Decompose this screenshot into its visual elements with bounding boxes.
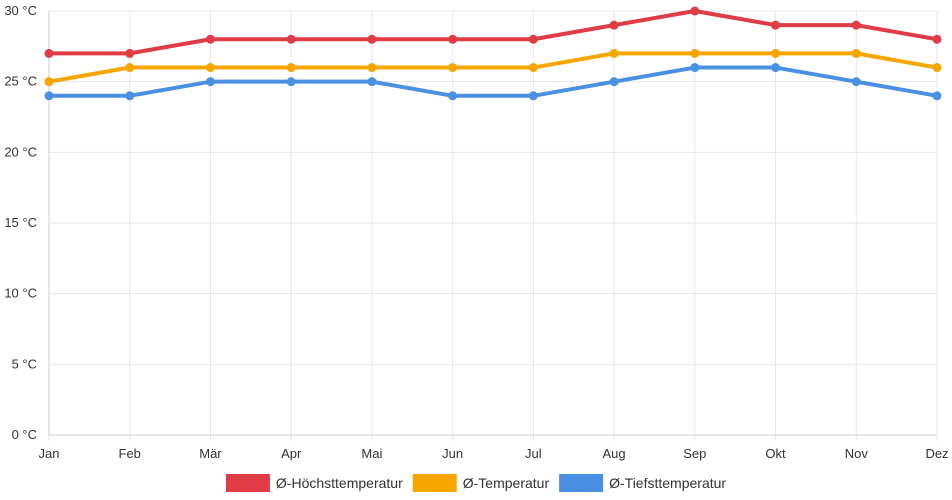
y-tick-label: 20 °C: [4, 144, 37, 159]
y-tick-label: 10 °C: [4, 286, 37, 301]
series-1: [44, 48, 942, 87]
data-point[interactable]: [690, 63, 700, 73]
legend-item[interactable]: Ø-Temperatur: [412, 474, 550, 492]
y-tick-label: 0 °C: [12, 427, 37, 442]
data-point[interactable]: [528, 63, 538, 73]
x-axis-ticks: Jan Feb Mär Apr Mai Jun Jul Aug Sep Okt Nov Dez: [39, 446, 949, 461]
data-point[interactable]: [609, 48, 619, 58]
series-line: [47, 9, 939, 56]
y-axis-ticks: 0 °C 5 °C 10 °C 15 °C 20 °C 25 °C 30 °C: [4, 3, 37, 442]
data-point[interactable]: [932, 63, 942, 73]
data-point[interactable]: [44, 48, 54, 58]
y-tick-label: 30 °C: [4, 3, 37, 18]
y-tick-label: 25 °C: [4, 74, 37, 89]
grid: [48, 10, 938, 441]
data-point[interactable]: [609, 20, 619, 30]
data-point[interactable]: [771, 48, 781, 58]
x-tick-label: Jul: [525, 446, 542, 461]
data-point[interactable]: [286, 77, 296, 87]
data-point[interactable]: [205, 77, 215, 87]
data-point[interactable]: [528, 91, 538, 101]
data-point[interactable]: [44, 77, 54, 87]
data-point[interactable]: [932, 91, 942, 101]
y-tick-label: 15 °C: [4, 215, 37, 230]
data-point[interactable]: [448, 63, 458, 73]
data-point[interactable]: [125, 63, 135, 73]
series-line: [47, 65, 939, 98]
x-tick-label: Jun: [442, 446, 463, 461]
x-tick-label: Aug: [603, 446, 626, 461]
data-point[interactable]: [690, 48, 700, 58]
data-point[interactable]: [367, 63, 377, 73]
x-tick-label: Nov: [845, 446, 869, 461]
data-point[interactable]: [771, 63, 781, 73]
data-point[interactable]: [205, 63, 215, 73]
x-tick-label: Dez: [925, 446, 948, 461]
x-tick-label: Mär: [199, 446, 222, 461]
legend-label: Ø-Höchsttemperatur: [276, 475, 403, 491]
series-line: [47, 51, 939, 84]
data-point[interactable]: [44, 91, 54, 101]
series-2: [44, 63, 942, 101]
legend-swatch: [225, 474, 270, 492]
data-point[interactable]: [205, 34, 215, 44]
x-tick-label: Feb: [119, 446, 141, 461]
data-point[interactable]: [851, 20, 861, 30]
x-tick-label: Mai: [361, 446, 382, 461]
series-0: [44, 6, 942, 58]
series-lines: [44, 6, 942, 101]
x-tick-label: Jan: [39, 446, 60, 461]
data-point[interactable]: [125, 48, 135, 58]
data-point[interactable]: [286, 63, 296, 73]
data-point[interactable]: [528, 34, 538, 44]
data-point[interactable]: [771, 20, 781, 30]
y-tick-label: 5 °C: [12, 356, 37, 371]
data-point[interactable]: [932, 34, 942, 44]
x-tick-label: Apr: [281, 446, 302, 461]
data-point[interactable]: [690, 6, 700, 16]
data-point[interactable]: [851, 48, 861, 58]
data-point[interactable]: [367, 34, 377, 44]
legend-label: Ø-Temperatur: [463, 475, 550, 491]
data-point[interactable]: [448, 91, 458, 101]
data-point[interactable]: [367, 77, 377, 87]
data-point[interactable]: [851, 77, 861, 87]
data-point[interactable]: [448, 34, 458, 44]
legend-swatch: [559, 474, 604, 492]
data-point[interactable]: [286, 34, 296, 44]
legend-label: Ø-Tiefsttemperatur: [609, 475, 726, 491]
legend-item[interactable]: Ø-Tiefsttemperatur: [559, 474, 726, 492]
legend: Ø-Höchsttemperatur Ø-Temperatur Ø-Tiefstte…: [225, 474, 726, 492]
x-tick-label: Sep: [683, 446, 706, 461]
legend-swatch: [412, 474, 457, 492]
data-point[interactable]: [609, 77, 619, 87]
legend-item[interactable]: Ø-Höchsttemperatur: [225, 474, 403, 492]
x-tick-label: Okt: [765, 446, 786, 461]
data-point[interactable]: [125, 91, 135, 101]
